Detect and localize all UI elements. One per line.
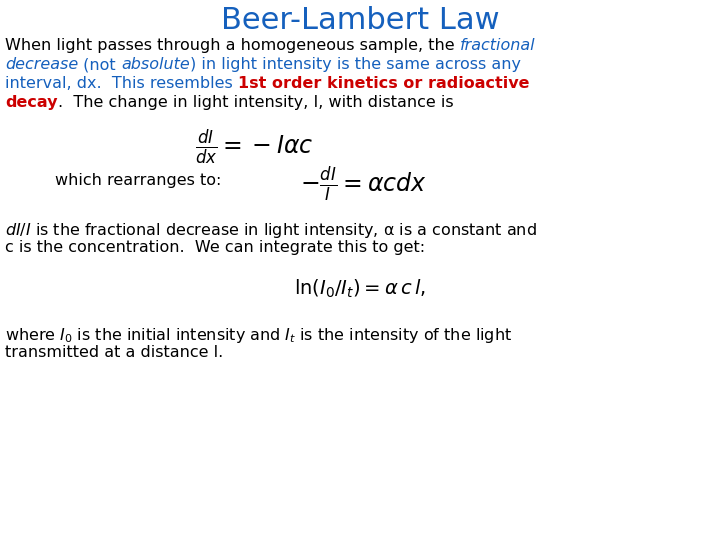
Text: where $I_0$ is the initial intensity and $I_t$ is the intensity of the light: where $I_0$ is the initial intensity and… [5,326,512,345]
Text: ) in light intensity is the same across any: ) in light intensity is the same across … [190,57,521,72]
Text: $dI/I$ is the fractional decrease in light intensity, α is a constant and: $dI/I$ is the fractional decrease in lig… [5,221,537,240]
Text: absolute: absolute [121,57,190,72]
Text: 1st order kinetics or radioactive: 1st order kinetics or radioactive [238,76,529,91]
Text: transmitted at a distance l.: transmitted at a distance l. [5,345,223,360]
Text: (not: (not [78,57,121,72]
Text: decrease: decrease [5,57,78,72]
Text: $\frac{dI}{dx} = -I\alpha c$: $\frac{dI}{dx} = -I\alpha c$ [195,127,313,167]
Text: which rearranges to:: which rearranges to: [55,173,221,188]
Text: When light passes through a homogeneous sample, the: When light passes through a homogeneous … [5,38,460,53]
Text: fractional: fractional [460,38,536,53]
Text: $-\frac{dI}{I} = \alpha cdx$: $-\frac{dI}{I} = \alpha cdx$ [300,165,427,204]
Text: .  The change in light intensity, I, with distance is: . The change in light intensity, I, with… [58,95,453,110]
Text: c is the concentration.  We can integrate this to get:: c is the concentration. We can integrate… [5,240,425,255]
Text: decay: decay [5,95,58,110]
Text: $\mathrm{ln}(I_0/I_t) = \alpha \, c \, l,$: $\mathrm{ln}(I_0/I_t) = \alpha \, c \, l… [294,278,426,300]
Text: Beer-Lambert Law: Beer-Lambert Law [221,6,499,35]
Text: interval, dx.  This resembles: interval, dx. This resembles [5,76,238,91]
